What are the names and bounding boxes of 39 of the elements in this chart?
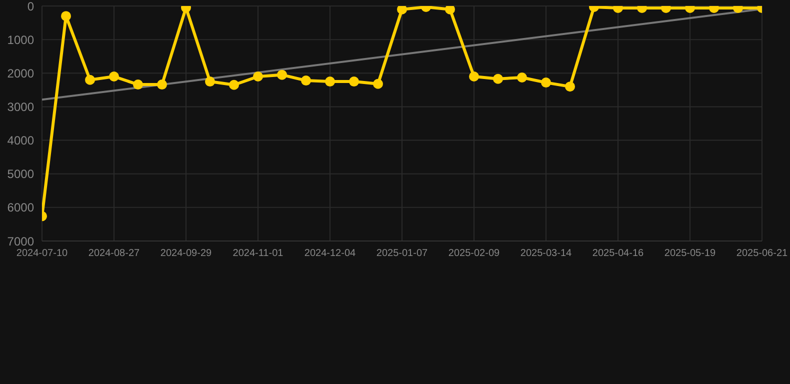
- point: [277, 70, 287, 80]
- point: [469, 72, 479, 82]
- point: [157, 80, 167, 90]
- x-tick-label: 2025-04-16: [592, 248, 644, 260]
- x-tick-label: 2024-11-01: [232, 248, 284, 260]
- y-tick-label: 4000: [7, 134, 34, 148]
- point: [541, 78, 551, 88]
- x-tick-label: 2024-12-04: [304, 248, 356, 260]
- x-tick-label: 2025-05-19: [664, 248, 716, 260]
- point: [301, 76, 311, 86]
- x-tick-label: 2025-02-09: [448, 248, 500, 260]
- point: [133, 80, 143, 90]
- point: [109, 72, 119, 82]
- point: [517, 72, 527, 83]
- point: [565, 82, 575, 92]
- y-tick-label: 2000: [7, 66, 34, 80]
- y-tick-label: 5000: [7, 167, 34, 182]
- x-tick-label: 2025-03-14: [520, 248, 572, 260]
- point: [373, 78, 383, 89]
- point: [493, 74, 503, 84]
- point: [397, 6, 407, 14]
- y-tick-label: 6000: [7, 200, 34, 215]
- point: [445, 6, 455, 14]
- x-tick-label: 2025-01-07: [376, 248, 428, 260]
- point: [325, 76, 335, 87]
- x-tick-label: 2025-06-21: [736, 248, 788, 260]
- point: [85, 74, 95, 85]
- point: [61, 11, 71, 22]
- y-tick-label: 0: [27, 0, 34, 14]
- x-tick-label: 2024-09-29: [160, 248, 212, 260]
- x-tick-label: 2024-07-10: [16, 248, 68, 260]
- x-tick-label: 2024-08-27: [88, 248, 140, 260]
- point: [205, 76, 215, 87]
- point: [229, 80, 239, 90]
- point: [253, 72, 263, 82]
- point: [349, 76, 359, 87]
- y-tick-label: 3000: [7, 100, 34, 114]
- y-tick-label: 1000: [7, 32, 34, 47]
- y-tick-label: 7000: [7, 234, 34, 248]
